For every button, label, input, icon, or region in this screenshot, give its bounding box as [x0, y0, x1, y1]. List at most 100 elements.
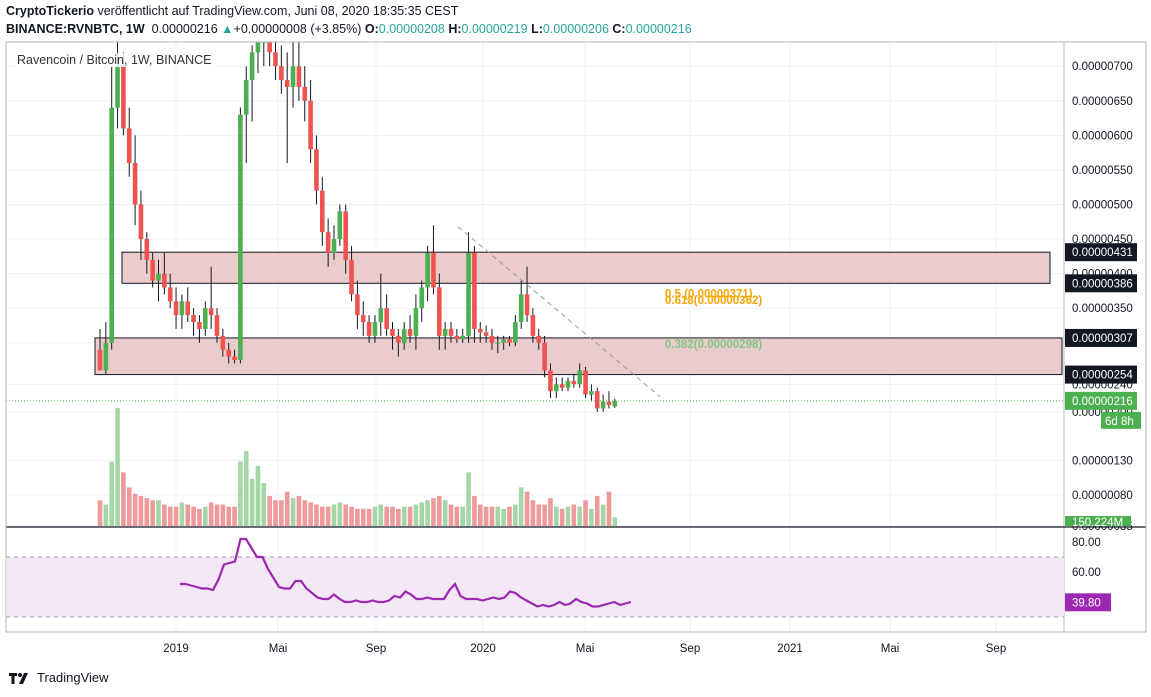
candle-body: [378, 308, 384, 323]
x-tick-label: Mai: [269, 643, 288, 655]
high-value: 0.00000219: [461, 22, 528, 36]
volume-bar: [203, 506, 208, 526]
candle-body: [156, 273, 161, 281]
volume-bar: [97, 500, 103, 526]
volume-bar: [378, 504, 384, 526]
volume-bar: [126, 487, 132, 526]
volume-bar: [343, 504, 348, 526]
volume-bar: [606, 491, 612, 526]
volume-bar: [372, 506, 378, 526]
publish-info: CryptoTickerio veröffentlicht auf Tradin…: [6, 4, 458, 18]
candle-body: [554, 384, 559, 392]
candle-body: [103, 342, 109, 371]
volume-bar: [501, 508, 506, 526]
volume-bar: [442, 500, 448, 526]
volume-bar: [308, 502, 313, 526]
volume-bar: [144, 498, 150, 526]
candle-body: [372, 322, 378, 336]
candle-body: [542, 342, 547, 371]
candle-body: [226, 349, 231, 357]
high-label: H:: [448, 22, 462, 36]
volume-bar: [156, 500, 161, 526]
volume-bar: [390, 506, 395, 526]
x-tick-label: 2020: [470, 643, 496, 655]
candle-body: [314, 149, 319, 191]
volume-bar: [243, 450, 249, 526]
candle-body: [606, 401, 612, 405]
candle-body: [431, 252, 436, 288]
up-arrow-icon: ▲: [221, 22, 234, 36]
candle-body: [284, 80, 290, 87]
volume-bar: [162, 504, 167, 526]
candle-body: [495, 342, 501, 344]
rsi-tick-label: 60.00: [1072, 567, 1101, 579]
volume-bar: [360, 508, 366, 526]
volume-bar: [255, 465, 261, 526]
volume-bar: [355, 508, 360, 526]
x-tick-label: Sep: [986, 643, 1006, 655]
volume-bar: [612, 517, 618, 526]
candle-body: [214, 315, 220, 336]
candle-body: [138, 204, 144, 240]
volume-bar: [495, 506, 501, 526]
resistance-zone: [121, 251, 1051, 284]
volume-bar: [103, 504, 109, 526]
candle-body: [126, 128, 132, 163]
y-tick-label: 0.00000650: [1072, 96, 1133, 108]
candle-body: [583, 370, 588, 395]
candle-body: [577, 370, 582, 385]
volume-bar: [437, 495, 442, 526]
candle-body: [331, 239, 337, 253]
candle-body: [466, 252, 471, 336]
candle-body: [472, 252, 477, 329]
fib-level-label: 0.5 (0.00000371): [665, 289, 753, 301]
candle-body: [121, 66, 126, 129]
candle-body: [489, 335, 495, 343]
volume-bar: [524, 491, 530, 526]
volume-bar: [138, 495, 144, 526]
volume-bar: [290, 498, 296, 526]
volume-bar: [583, 500, 588, 526]
candle-body: [249, 52, 255, 81]
candle-body: [536, 335, 542, 343]
candle-body: [179, 301, 185, 316]
candle-body: [150, 259, 155, 281]
volume-bar: [559, 508, 565, 526]
candle-body: [203, 308, 208, 329]
volume-bar: [554, 506, 559, 526]
downtrend-line: [457, 226, 661, 398]
candle-body: [197, 322, 202, 329]
candle-body: [115, 66, 120, 108]
candle-body: [296, 66, 302, 87]
volume-axis-label: [1065, 516, 1131, 526]
volume-bar: [413, 504, 419, 526]
volume-bar: [121, 472, 126, 526]
volume-bar: [366, 508, 372, 526]
volume-bar: [483, 506, 489, 526]
candle-body: [132, 163, 138, 205]
volume-bar: [173, 506, 179, 526]
volume-bar: [448, 504, 454, 526]
price-axis-value: 0.00000307: [1072, 333, 1133, 345]
price-axis-value: 0.00000216: [1072, 396, 1133, 408]
volume-bar: [489, 506, 495, 526]
tradingview-brand: TradingView: [37, 670, 109, 685]
candle-body: [185, 301, 191, 316]
volume-bar: [466, 472, 471, 526]
volume-bar: [179, 502, 185, 526]
tradingview-logo-icon: [9, 672, 28, 684]
x-tick-label: Mai: [576, 643, 595, 655]
candle-body: [565, 380, 571, 388]
volume-bar: [284, 491, 290, 526]
publish-date: veröffentlicht auf TradingView.com, Juni…: [94, 4, 459, 18]
volume-bar: [267, 495, 272, 526]
chart-frame: [5, 41, 1147, 633]
candle-body: [366, 322, 372, 336]
candle-body: [612, 400, 618, 407]
candle-body: [571, 380, 577, 385]
y-tick-label: 0.00000450: [1072, 234, 1133, 246]
x-tick-label: 2021: [777, 643, 803, 655]
volume-bar: [460, 506, 465, 526]
candle-body: [302, 86, 308, 101]
